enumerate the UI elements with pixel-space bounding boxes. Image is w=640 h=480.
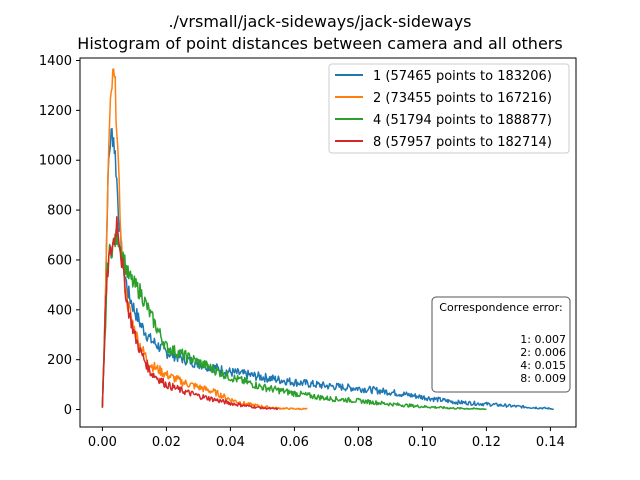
chart-title: ./vrsmall/jack-sideways/jack-sideways: [168, 12, 471, 31]
plot-frame: [79, 57, 577, 428]
x-tick-label: 0.12: [472, 435, 501, 450]
y-tick-label: 800: [47, 204, 72, 219]
legend-box: [328, 63, 570, 154]
x-tick-label: 0.10: [408, 435, 437, 450]
error-box-title: Correspondence error:: [439, 301, 562, 314]
error-line-1: 1: 0.007: [520, 333, 566, 346]
axis-layer: 0.00 0.02 0.04 0.06 0.08 0.10 0.12 0.14 0 200 400 6…: [39, 54, 565, 450]
x-tick-label: 0.00: [88, 435, 117, 450]
series-line-1: [101, 127, 554, 411]
error-line-2: 2: 0.006: [520, 346, 566, 359]
y-tick-label: 400: [47, 303, 72, 318]
series-line-4: [101, 228, 487, 411]
error-line-4: 4: 0.015: [520, 359, 566, 372]
series-line-8: [101, 216, 279, 411]
chart-subtitle: Histogram of point distances between cam…: [77, 34, 562, 53]
y-tick-label: 1000: [39, 154, 72, 169]
correspondence-error-box: Correspondence error: 1: 0.007 2: 0.006 …: [431, 296, 571, 393]
legend-label-4: 4 (51794 points to 188877): [373, 113, 552, 128]
y-tick-label: 200: [47, 353, 72, 368]
error-box-frame: [431, 296, 571, 393]
x-tick-label: 0.04: [216, 435, 245, 450]
x-tick-label: 0.14: [536, 435, 565, 450]
legend-label-8: 8 (57957 points to 182714): [373, 135, 552, 150]
legend-label-2: 2 (73455 points to 167216): [373, 91, 552, 106]
error-line-8: 8: 0.009: [520, 372, 566, 385]
series-layer: [101, 68, 554, 411]
legend-label-1: 1 (57465 points to 183206): [373, 69, 552, 84]
legend: 1 (57465 points to 183206) 2 (73455 poin…: [328, 63, 570, 154]
y-tick-label: 600: [47, 253, 72, 268]
y-tick-label: 1400: [39, 54, 72, 69]
y-tick-label: 1200: [39, 104, 72, 119]
y-tick-label: 0: [64, 403, 72, 418]
x-tick-label: 0.06: [280, 435, 309, 450]
series-line-2: [101, 68, 308, 411]
x-tick-label: 0.02: [152, 435, 181, 450]
x-tick-label: 0.08: [344, 435, 373, 450]
